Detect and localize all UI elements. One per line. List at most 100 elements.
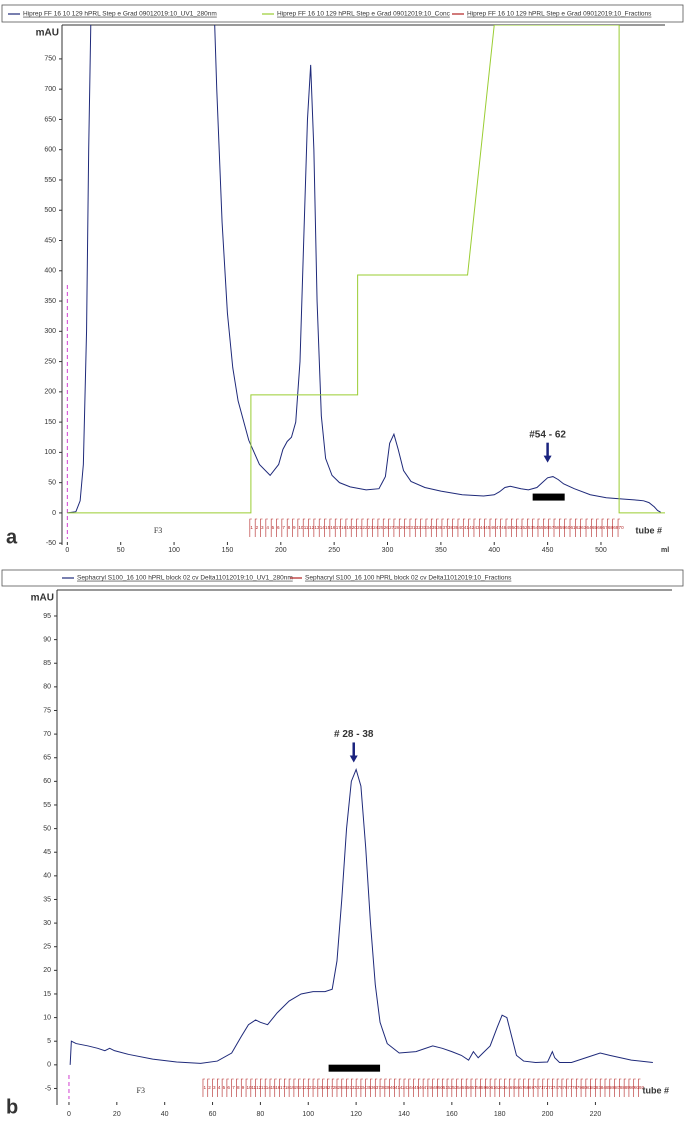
x-tick-label: 0 <box>65 547 69 554</box>
fraction-tick <box>432 1078 435 1097</box>
fraction-label: 57 <box>471 1085 477 1090</box>
y-tick-label: 25 <box>43 944 51 951</box>
fraction-tick <box>313 518 316 537</box>
annotation-text: # 28 - 38 <box>334 729 374 740</box>
fraction-tick <box>480 1078 483 1097</box>
fraction-label: 75 <box>558 1085 564 1090</box>
fraction-tick <box>372 518 375 537</box>
y-tick-label: 60 <box>43 778 51 785</box>
fraction-tick <box>240 1078 244 1097</box>
y-tick-label: 250 <box>44 358 56 365</box>
fraction-tick <box>523 1078 526 1097</box>
y-axis-label: mAU <box>31 593 54 604</box>
fraction-tick <box>265 518 268 537</box>
fraction-label: 6 <box>277 525 280 530</box>
y-tick-label: 30 <box>43 920 51 927</box>
fraction-tick <box>360 1078 363 1097</box>
series-line <box>69 768 653 1065</box>
fraction-label: 39 <box>453 525 459 530</box>
fraction-label: 44 <box>480 525 486 530</box>
fraction-label: 1 <box>203 1085 206 1090</box>
fraction-tick <box>456 1078 459 1097</box>
fraction-label: 25 <box>318 1085 324 1090</box>
fraction-tick <box>418 1078 421 1097</box>
fraction-label: 52 <box>448 1085 454 1090</box>
y-tick-label: 700 <box>44 86 56 93</box>
fraction-tick <box>452 518 455 537</box>
fraction-tick <box>327 1078 330 1097</box>
y-tick-label: 35 <box>43 896 51 903</box>
fraction-tick <box>462 518 466 537</box>
fraction-label: 56 <box>467 1085 473 1090</box>
fraction-label: 52 <box>522 525 528 530</box>
y-tick-label: 40 <box>43 873 51 880</box>
fraction-tick <box>528 1078 531 1097</box>
fraction-label: 66 <box>515 1085 521 1090</box>
y-tick-label: 0 <box>52 510 56 517</box>
fraction-label: 71 <box>538 1085 544 1090</box>
y-tick-label: 400 <box>44 268 56 275</box>
plot-area <box>67 25 665 514</box>
fraction-label: 38 <box>381 1085 387 1090</box>
fraction-tick <box>231 1078 234 1097</box>
fraction-tick <box>245 1078 249 1097</box>
fraction-tick <box>566 1078 569 1097</box>
fraction-tick <box>298 1078 301 1097</box>
fraction-label: 90 <box>629 1085 635 1090</box>
fraction-label: 27 <box>328 1085 334 1090</box>
x-tick-label: 400 <box>488 547 500 554</box>
fraction-label: 16 <box>275 1085 281 1090</box>
fraction-tick <box>489 1078 493 1097</box>
fraction-label: 11 <box>251 1085 256 1090</box>
fraction-axis-label: tube # <box>635 525 662 535</box>
fraction-label: 35 <box>366 1085 372 1090</box>
fraction-label: 17 <box>336 525 342 530</box>
fraction-tick <box>292 518 295 537</box>
fraction-tick <box>505 518 508 537</box>
fraction-label: 61 <box>571 525 577 530</box>
x-tick-label: 180 <box>494 1111 506 1118</box>
fraction-tick <box>561 1078 564 1097</box>
fraction-tick <box>511 518 514 537</box>
x-tick-label: 450 <box>542 547 554 554</box>
fraction-label: 4 <box>218 1085 221 1090</box>
fraction-tick <box>516 518 519 537</box>
fraction-tick <box>350 518 354 537</box>
fraction-label: 86 <box>610 1085 616 1090</box>
fraction-label: 61 <box>491 1085 497 1090</box>
fraction-tick <box>260 518 263 537</box>
y-tick-label: 45 <box>43 849 51 856</box>
fraction-label: 10 <box>298 525 304 530</box>
fraction-tick <box>297 518 300 537</box>
fraction-label: 70 <box>619 525 625 530</box>
fraction-tick <box>457 518 460 537</box>
y-tick-label: 750 <box>44 56 56 63</box>
x-tick-label: 80 <box>257 1111 265 1118</box>
fraction-tick <box>633 1078 636 1097</box>
fraction-tick <box>436 518 439 537</box>
fraction-label: 3 <box>213 1085 216 1090</box>
fraction-label: 88 <box>620 1085 626 1090</box>
fraction-tick <box>284 1078 287 1097</box>
fraction-label: 83 <box>596 1085 602 1090</box>
fraction-label: 21 <box>357 525 363 530</box>
fraction-tick <box>595 1078 598 1097</box>
fraction-tick <box>217 1078 220 1097</box>
fraction-tick <box>430 518 434 537</box>
fraction-label: 58 <box>555 525 561 530</box>
fraction-tick <box>441 1078 445 1097</box>
fraction-label: 19 <box>346 525 352 530</box>
fraction-label: 62 <box>576 525 582 530</box>
x-tick-label: 20 <box>113 1111 121 1118</box>
fraction-tick <box>413 1078 416 1097</box>
fraction-tick <box>451 1078 454 1097</box>
plot-area <box>69 768 653 1065</box>
fraction-tick <box>408 1078 411 1097</box>
fraction-tick <box>308 518 311 537</box>
fraction-tick <box>318 518 322 537</box>
fraction-tick <box>559 518 562 537</box>
x-tick-label: 220 <box>590 1111 602 1118</box>
x-tick-label: 150 <box>222 547 234 554</box>
fraction-tick <box>276 518 279 537</box>
